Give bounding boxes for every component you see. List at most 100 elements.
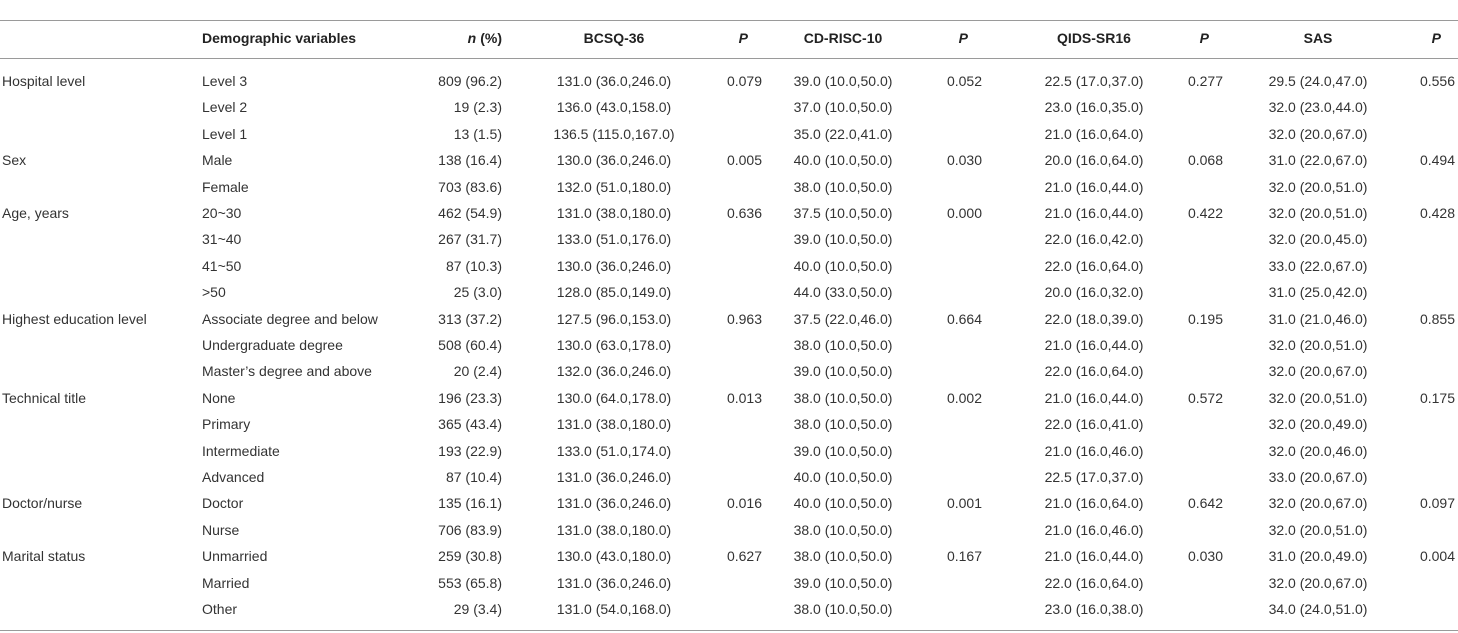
median-range: 35.0 (22.0,41.0) — [793, 125, 893, 142]
median-range: 21.0 (16.0,46.0) — [1044, 521, 1144, 538]
p-value: 0.030 — [1187, 548, 1223, 565]
p-value: 0.052 — [946, 73, 982, 89]
median-range: 21.0 (16.0,44.0) — [1044, 178, 1144, 195]
median-range: 136.5 (115.0,167.0) — [553, 125, 675, 142]
header-rule — [0, 58, 1458, 59]
median-range: 128.0 (85.0,149.0) — [556, 284, 672, 301]
n-pct: 29 (3.4) — [453, 601, 502, 617]
level: Married — [202, 574, 250, 591]
median-range: 21.0 (16.0,44.0) — [1044, 337, 1144, 353]
p-value: 0.636 — [726, 205, 762, 221]
level: Associate degree and below — [202, 310, 378, 327]
median-range: 31.0 (22.0,67.0) — [1268, 152, 1368, 169]
n-pct: 313 (37.2) — [438, 310, 502, 327]
median-range: 32.0 (20.0,51.0) — [1268, 205, 1368, 221]
level: Undergraduate degree — [202, 337, 343, 353]
median-range: 29.5 (24.0,47.0) — [1268, 73, 1368, 89]
median-range: 21.0 (16.0,44.0) — [1044, 389, 1144, 406]
median-range: 131.0 (36.0,246.0) — [556, 495, 672, 512]
median-range: 32.0 (20.0,45.0) — [1268, 231, 1368, 248]
median-range: 22.0 (16.0,41.0) — [1044, 416, 1144, 433]
p-value: 0.175 — [1419, 389, 1455, 406]
header-cell: n (%) — [468, 28, 502, 48]
p-value: 0.422 — [1187, 205, 1223, 221]
median-range: 130.0 (64.0,178.0) — [556, 389, 672, 406]
p-value: 0.001 — [946, 495, 982, 512]
n-pct: 135 (16.1) — [438, 495, 502, 512]
header-p: P — [1199, 30, 1209, 46]
median-range: 130.0 (43.0,180.0) — [556, 548, 672, 565]
median-range: 136.0 (43.0,158.0) — [556, 99, 672, 116]
median-range: 131.0 (38.0,180.0) — [556, 205, 672, 221]
median-range: 32.0 (23.0,44.0) — [1268, 99, 1368, 116]
median-range: 38.0 (10.0,50.0) — [793, 178, 893, 195]
median-range: 33.0 (22.0,67.0) — [1268, 257, 1368, 274]
level: 41~50 — [202, 257, 242, 274]
header-cell: QIDS-SR16 — [1057, 30, 1131, 46]
header-p: P — [1431, 30, 1441, 46]
p-value: 0.195 — [1187, 310, 1223, 327]
group-label: Technical title — [2, 389, 87, 406]
median-range: 32.0 (20.0,46.0) — [1268, 442, 1368, 459]
level: Unmarried — [202, 548, 268, 565]
level: Doctor — [202, 495, 244, 512]
median-range: 39.0 (10.0,50.0) — [793, 574, 893, 591]
level: Level 1 — [202, 125, 248, 142]
median-range: 38.0 (10.0,50.0) — [793, 601, 893, 617]
median-range: 39.0 (10.0,50.0) — [793, 363, 893, 380]
median-range: 131.0 (36.0,246.0) — [556, 73, 672, 89]
median-range: 21.0 (16.0,44.0) — [1044, 548, 1144, 565]
header-cell: SAS — [1303, 30, 1333, 46]
header-cell: CD-RISC-10 — [803, 30, 883, 46]
median-range: 130.0 (36.0,246.0) — [556, 152, 672, 169]
level: Female — [202, 178, 249, 195]
group-label: Doctor/nurse — [2, 495, 83, 512]
median-range: 38.0 (10.0,50.0) — [793, 389, 893, 406]
median-range: 38.0 (10.0,50.0) — [793, 548, 893, 565]
median-range: 32.0 (20.0,67.0) — [1268, 363, 1368, 380]
n-pct: 809 (96.2) — [438, 73, 502, 89]
median-range: 37.5 (10.0,50.0) — [793, 205, 893, 221]
median-range: 38.0 (10.0,50.0) — [793, 521, 893, 538]
median-range: 133.0 (51.0,174.0) — [556, 442, 672, 459]
median-range: 32.0 (20.0,67.0) — [1268, 574, 1368, 591]
median-range: 131.0 (36.0,246.0) — [556, 574, 672, 591]
level: Master’s degree and above — [202, 363, 372, 380]
p-value: 0.016 — [726, 495, 762, 512]
p-value: 0.627 — [726, 548, 762, 565]
median-range: 32.0 (20.0,49.0) — [1268, 416, 1368, 433]
median-range: 32.0 (20.0,51.0) — [1268, 178, 1368, 195]
median-range: 132.0 (51.0,180.0) — [556, 178, 672, 195]
header-n: n — [467, 30, 477, 46]
median-range: 23.0 (16.0,35.0) — [1044, 99, 1144, 116]
median-range: 32.0 (20.0,51.0) — [1268, 337, 1368, 353]
median-range: 22.0 (16.0,64.0) — [1044, 363, 1144, 380]
median-range: 21.0 (16.0,64.0) — [1044, 495, 1144, 512]
median-range: 133.0 (51.0,176.0) — [556, 231, 672, 248]
median-range: 131.0 (54.0,168.0) — [556, 601, 672, 617]
median-range: 32.0 (20.0,51.0) — [1268, 521, 1368, 538]
level: Other — [202, 601, 238, 617]
p-value: 0.664 — [946, 310, 982, 327]
median-range: 131.0 (38.0,180.0) — [556, 521, 672, 538]
p-value: 0.002 — [946, 389, 982, 406]
n-pct: 462 (54.9) — [438, 205, 502, 221]
median-range: 38.0 (10.0,50.0) — [793, 337, 893, 353]
header-p: P — [738, 30, 748, 46]
n-pct: 25 (3.0) — [453, 284, 502, 301]
p-value: 0.963 — [726, 310, 762, 327]
median-range: 40.0 (10.0,50.0) — [793, 495, 893, 512]
p-value: 0.068 — [1187, 152, 1223, 169]
median-range: 37.5 (22.0,46.0) — [793, 310, 893, 327]
n-pct: 553 (65.8) — [438, 574, 502, 591]
group-label: Marital status — [2, 548, 86, 565]
median-range: 20.0 (16.0,32.0) — [1044, 284, 1144, 301]
median-range: 34.0 (24.0,51.0) — [1268, 601, 1368, 617]
n-pct: 20 (2.4) — [453, 363, 502, 380]
median-range: 32.0 (20.0,67.0) — [1268, 495, 1368, 512]
n-pct: 706 (83.9) — [438, 521, 502, 538]
median-range: 40.0 (10.0,50.0) — [793, 152, 893, 169]
level: None — [202, 389, 236, 406]
median-range: 31.0 (21.0,46.0) — [1268, 310, 1368, 327]
